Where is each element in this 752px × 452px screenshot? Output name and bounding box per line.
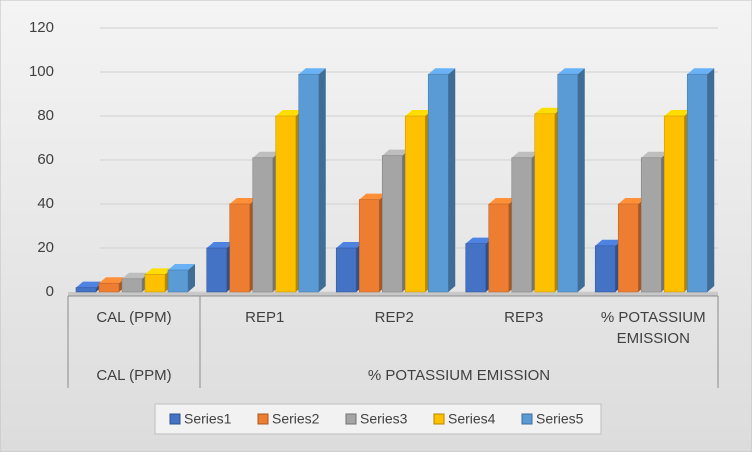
x-tick-label: REP1	[245, 309, 284, 326]
bar-top	[534, 107, 562, 114]
bar-top	[168, 264, 195, 270]
bar-top	[687, 68, 715, 75]
bar-top	[275, 110, 303, 116]
bar-front	[534, 113, 556, 293]
legend-swatch	[433, 413, 445, 425]
bar-top	[229, 198, 257, 204]
x-tick-label: CAL (PPM)	[96, 309, 171, 326]
bar	[298, 68, 326, 293]
bar-front	[488, 203, 510, 293]
legend-label: Series4	[448, 411, 496, 427]
bar-front	[206, 247, 228, 293]
bar-top	[382, 149, 410, 156]
bar-side	[707, 68, 715, 292]
y-tick-label: 120	[29, 19, 54, 36]
bar-top	[252, 151, 280, 158]
y-tick-label: 100	[29, 63, 54, 80]
legend-label: Series3	[360, 411, 408, 427]
bar-front	[229, 203, 251, 293]
bar-front	[427, 73, 449, 293]
bar-front	[594, 245, 616, 293]
y-tick-label: 80	[37, 107, 54, 124]
bar-side	[188, 264, 195, 292]
bar-top	[511, 151, 539, 158]
bar-front	[686, 73, 708, 293]
bar-front	[335, 247, 357, 293]
bar-front	[640, 157, 662, 293]
group-label: CAL (PPM)	[96, 367, 171, 384]
bar-front	[465, 243, 487, 293]
legend-swatch	[169, 413, 181, 425]
bar-front	[298, 73, 320, 293]
bar-front	[381, 155, 403, 293]
bar-front	[663, 115, 685, 293]
x-tick-label: % POTASSIUM EMISSION	[601, 309, 706, 347]
bar-top	[99, 277, 126, 284]
x-tick-label: REP3	[504, 309, 543, 326]
bar	[557, 68, 585, 293]
bar-top	[336, 242, 364, 248]
group-label: % POTASSIUM EMISSION	[368, 367, 550, 384]
bar-front	[167, 269, 189, 293]
bar-top	[428, 68, 456, 75]
y-tick-label: 0	[46, 283, 54, 300]
bar-front	[404, 115, 426, 293]
floor	[68, 292, 718, 296]
bar-top	[359, 193, 387, 200]
bar-front	[144, 274, 166, 293]
bar-top	[298, 68, 326, 75]
bar-top	[595, 239, 623, 246]
legend-swatch	[521, 413, 533, 425]
bar-top	[664, 110, 692, 116]
bar-top	[206, 242, 234, 248]
bar-top	[641, 151, 669, 158]
bar-top	[405, 110, 433, 116]
legend-label: Series2	[272, 411, 320, 427]
bar-front	[358, 199, 380, 293]
bar-front	[121, 278, 143, 293]
bar-front	[511, 157, 533, 293]
bar-front	[98, 282, 120, 293]
bar-side	[318, 68, 326, 292]
bar-front	[557, 73, 579, 293]
bar-top	[618, 198, 646, 204]
legend-swatch	[257, 413, 269, 425]
bar-top	[465, 237, 493, 244]
x-tick-label: REP2	[375, 309, 414, 326]
bar-front	[75, 287, 97, 293]
bar-top	[122, 272, 149, 279]
legend-label: Series5	[536, 411, 584, 427]
bar	[686, 68, 715, 293]
bar-front	[617, 203, 639, 293]
bar	[427, 68, 456, 293]
bar-top	[145, 268, 172, 275]
y-tick-label: 20	[37, 239, 54, 256]
bar-top	[557, 68, 585, 75]
y-tick-label: 60	[37, 151, 54, 168]
y-tick-label: 40	[37, 195, 54, 212]
bar-side	[448, 68, 456, 292]
legend-label: Series1	[184, 411, 232, 427]
bar-front	[252, 157, 274, 293]
bar	[167, 264, 195, 293]
legend-swatch	[345, 413, 357, 425]
bar-top	[488, 198, 516, 204]
bar-front	[275, 115, 297, 293]
bar-side	[577, 68, 585, 292]
bar-top	[76, 281, 103, 288]
